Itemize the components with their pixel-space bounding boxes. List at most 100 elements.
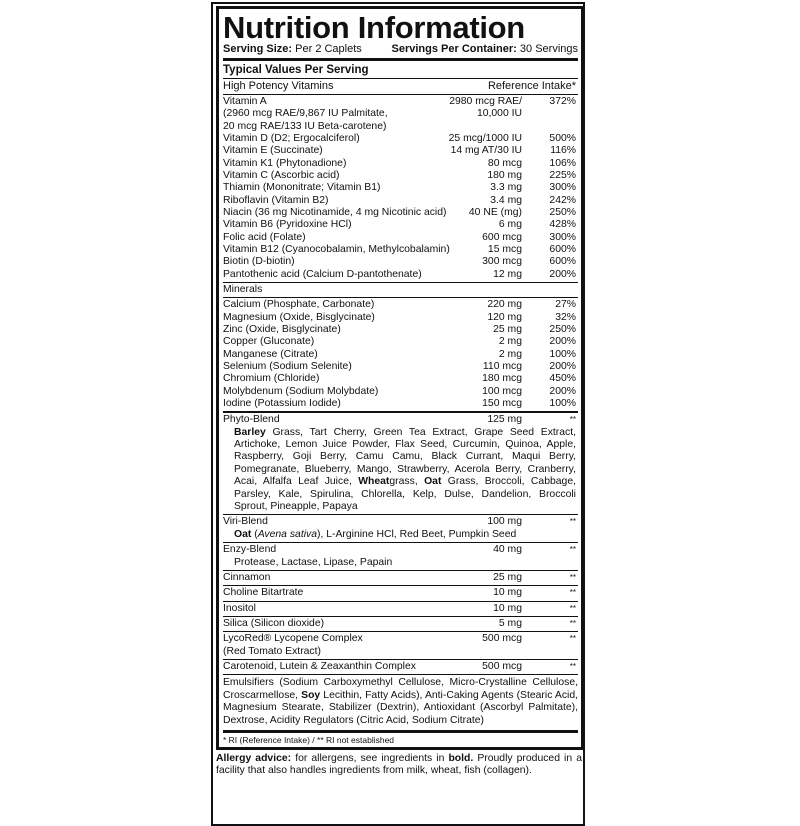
blend-enzy-blend: Enzy-Blend 40 mg ** Protease, Lactase, Lipa… — [223, 543, 578, 571]
nutrient-row: Choline Bitartrate 10 mg ** — [223, 587, 578, 599]
reference-intake: ** — [569, 662, 576, 671]
reference-intake: 450% — [549, 373, 576, 385]
reference-intake: ** — [569, 634, 576, 644]
blend-ingredients: Oat (Avena sativa), L-Arginine HCl, Red … — [223, 529, 578, 541]
serving-size: Serving Size: Per 2 Caplets — [223, 43, 362, 56]
nutrient-amount: 100 mcg — [482, 385, 522, 397]
reference-intake: 27% — [555, 299, 576, 311]
nutrient-amount-cell: 10,000 IU — [462, 108, 522, 120]
nutrient-amount-cell: 100 mg — [462, 516, 522, 528]
reference-intake: ** — [569, 415, 576, 425]
vitamins-table: Vitamin A 2980 mcg RAE/372% (2960 mcg RAE/… — [223, 95, 578, 284]
nutrient-row: 20 mcg RAE/133 IU Beta-carotene) — [223, 121, 578, 133]
nutrient-amount: 15 mcg — [487, 244, 522, 256]
nutrient-name: Vitamin E (Succinate) — [223, 145, 323, 157]
text-segment: Barley — [234, 426, 266, 438]
nutrient-row: Chromium (Chloride) 180 mcg 450% — [223, 373, 578, 385]
footnote: * RI (Reference Intake) / ** RI not esta… — [223, 729, 578, 747]
text-segment: grass, — [389, 476, 425, 488]
nutrient-amount-cell: 300 mcg — [462, 256, 522, 268]
nutrient-amount-cell: 150 mcg — [462, 398, 522, 410]
nutrient-name: Riboflavin (Vitamin B2) — [223, 194, 329, 206]
nutrient-name: Phyto-Blend — [223, 414, 280, 426]
blends-section: Phyto-Blend 125 mg ** Barley Grass, Tart Ch… — [223, 413, 578, 571]
nutrient-row: Thiamin (Mononitrate; Vitamin B1) 3.3 mg 3… — [223, 182, 578, 194]
reference-intake: ** — [569, 517, 576, 527]
nutrient-amount: 25 mg — [493, 323, 522, 335]
nutrient-row: (2960 mcg RAE/9,867 IU Palmitate, 10,000 … — [223, 108, 578, 120]
reference-intake: 200% — [549, 336, 576, 348]
nutrient-amount-cell: 180 mcg — [462, 373, 522, 385]
nutrient-amount-cell: 14 mg AT/30 IU — [451, 145, 522, 157]
reference-intake: ** — [569, 603, 576, 613]
nutrient-row: Vitamin C (Ascorbic acid) 180 mg 225% — [223, 170, 578, 182]
blend-ingredients: Protease, Lactase, Lipase, Papain — [223, 557, 578, 569]
nutrient-amount-cell: 15 mcg — [462, 244, 522, 256]
nutrient-name: Zinc (Oxide, Bisglycinate) — [223, 323, 341, 335]
blend-ingredients: Barley Grass, Tart Cherry, Green Tea Ext… — [223, 427, 578, 514]
nutrient-row: Carotenoid, Lutein & Zeaxanthin Complex 5… — [223, 661, 578, 673]
nutrient-row: Iodine (Potassium Iodide) 150 mcg 100% — [223, 398, 578, 410]
nutrient-row: Calcium (Phosphate, Carbonate) 220 mg 27% — [223, 299, 578, 311]
nutrient-amount-cell: 80 mcg — [462, 158, 522, 170]
servings-per-container-label: Servings Per Container: — [391, 43, 517, 55]
vitamins-header-label: High Potency Vitamins — [223, 80, 334, 92]
nutrient-row: Silica (Silicon dioxide) 5 mg ** — [223, 618, 578, 630]
nutrient-row: Viri-Blend 100 mg ** — [223, 516, 578, 528]
nutrient-name: Calcium (Phosphate, Carbonate) — [223, 299, 375, 311]
nutrient-amount: 110 mcg — [482, 360, 522, 372]
nutrient-row: Vitamin K1 (Phytonadione) 80 mcg 106% — [223, 158, 578, 170]
nutrient-name: Vitamin B6 (Pyridoxine HCl) — [223, 219, 352, 231]
nutrient-name: Folic acid (Folate) — [223, 231, 306, 243]
nutrient-name: 20 mcg RAE/133 IU Beta-carotene) — [223, 120, 387, 132]
text-segment: Protease, Lactase, Lipase, Papain — [234, 556, 393, 568]
reference-intake: 300% — [549, 182, 576, 194]
minerals-table: Calcium (Phosphate, Carbonate) 220 mg 27% M… — [223, 298, 578, 414]
text-segment: Emulsifiers (Sodium Carboxymethyl Cellul… — [223, 677, 578, 701]
nutrient-amount: 25 mcg/1000 IU — [448, 133, 522, 145]
nutrient-name: Magnesium (Oxide, Bisglycinate) — [223, 311, 375, 323]
nutrient-amount: 10 mg — [493, 587, 522, 599]
text-segment: ( — [251, 528, 258, 540]
nutrient-name: Vitamin B12 (Cyanocobalamin, Methylcobal… — [223, 244, 450, 256]
nutrient-name: Molybdenum (Sodium Molybdate) — [223, 385, 379, 397]
other-ingredient: Cinnamon 25 mg ** — [223, 571, 578, 587]
reference-intake: 225% — [549, 170, 576, 182]
nutrient-amount-cell: 5 mg — [462, 618, 522, 630]
reference-intake: 600% — [549, 256, 576, 268]
other-ingredients-table: Cinnamon 25 mg ** Choline Bitartrate 10 mg **… — [223, 571, 578, 676]
nutrient-row: Magnesium (Oxide, Bisglycinate) 120 mg 32% — [223, 312, 578, 324]
nutrient-amount-cell: 10 mg — [462, 603, 522, 615]
nutrient-name: Manganese (Citrate) — [223, 348, 318, 360]
typical-values-heading: Typical Values Per Serving — [223, 61, 578, 79]
nutrient-row: Inositol 10 mg ** — [223, 603, 578, 615]
reference-intake: 106% — [549, 157, 576, 169]
nutrient-amount: 180 mg — [487, 170, 522, 182]
nutrient-name: Carotenoid, Lutein & Zeaxanthin Complex — [223, 661, 416, 672]
nutrient-amount: 14 mg AT/30 IU — [450, 145, 522, 157]
nutrient-name: Vitamin C (Ascorbic acid) — [223, 170, 340, 182]
text-segment: Allergy advice: — [216, 752, 292, 764]
nutrient-amount: 120 mg — [487, 311, 522, 323]
nutrient-amount-cell: 6 mg — [462, 219, 522, 231]
reference-intake: 100% — [549, 348, 576, 360]
nutrient-amount: 600 mcg — [482, 231, 522, 243]
nutrient-amount: 2980 mcg RAE/ — [449, 96, 522, 107]
reference-intake: 100% — [549, 397, 576, 409]
other-ingredient: Carotenoid, Lutein & Zeaxanthin Complex 5… — [223, 660, 578, 676]
nutrient-amount: 10 mg — [493, 602, 522, 614]
nutrient-name: Thiamin (Mononitrate; Vitamin B1) — [223, 182, 381, 194]
nutrient-row: Vitamin B12 (Cyanocobalamin, Methylcobal… — [223, 244, 578, 256]
reference-intake: ** — [569, 545, 576, 555]
nutrient-amount: 220 mg — [487, 299, 522, 311]
nutrient-amount: 500 mcg — [482, 661, 522, 672]
nutrient-amount-cell: 220 mg — [462, 299, 522, 311]
text-segment: Oat — [424, 476, 442, 488]
reference-intake: 242% — [549, 194, 576, 206]
reference-intake: 600% — [549, 244, 576, 256]
reference-intake: 200% — [549, 268, 576, 280]
nutrient-name: Vitamin K1 (Phytonadione) — [223, 157, 347, 169]
text-segment: Avena sativa — [257, 528, 317, 540]
nutrient-amount: 5 mg — [498, 617, 522, 629]
minerals-header: Minerals — [223, 283, 578, 299]
